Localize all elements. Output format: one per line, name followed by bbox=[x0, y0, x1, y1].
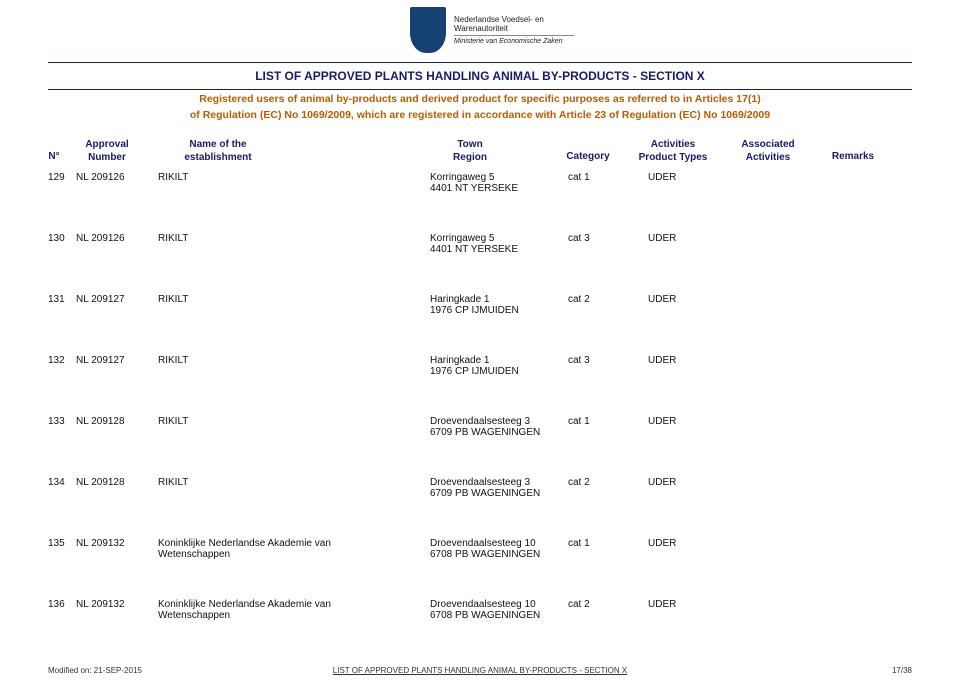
header-associated: Associated Activities bbox=[728, 138, 808, 164]
table-row: 129 NL 209126 RIKILT Korringaweg 54401 NT Y… bbox=[48, 172, 912, 233]
cell-town: Droevendaalsesteeg 106708 PB WAGENINGEN bbox=[430, 538, 560, 560]
cell-n: 131 bbox=[48, 294, 72, 305]
agency-logo: Nederlandse Voedsel- en Warenautoriteit … bbox=[410, 4, 640, 56]
logo-line2: Warenautoriteit bbox=[454, 24, 574, 33]
cell-activity: UDER bbox=[648, 294, 708, 305]
cell-town: Korringaweg 54401 NT YERSEKE bbox=[430, 233, 560, 255]
table-row: 136 NL 209132 Koninklijke Nederlandse Akad… bbox=[48, 599, 912, 660]
cell-category: cat 1 bbox=[568, 416, 618, 427]
logo-line3: Ministerie van Economische Zaken bbox=[454, 38, 574, 45]
cell-category: cat 1 bbox=[568, 172, 618, 183]
table-row: 134 NL 209128 RIKILT Droevendaalsesteeg 367… bbox=[48, 477, 912, 538]
cell-approval: NL 209126 bbox=[76, 172, 146, 183]
cell-activity: UDER bbox=[648, 355, 708, 366]
cell-establishment: Koninklijke Nederlandse Akademie vanWete… bbox=[158, 599, 418, 621]
cell-approval: NL 209127 bbox=[76, 294, 146, 305]
cell-category: cat 3 bbox=[568, 233, 618, 244]
cell-n: 136 bbox=[48, 599, 72, 610]
header-category: Category bbox=[558, 150, 618, 163]
header-activities: Activities Product Types bbox=[628, 138, 718, 164]
cell-approval: NL 209126 bbox=[76, 233, 146, 244]
cell-establishment: RIKILT bbox=[158, 294, 418, 305]
cell-town: Droevendaalsesteeg 36709 PB WAGENINGEN bbox=[430, 416, 560, 438]
cell-town: Droevendaalsesteeg 106708 PB WAGENINGEN bbox=[430, 599, 560, 621]
cell-n: 130 bbox=[48, 233, 72, 244]
shield-icon bbox=[410, 7, 446, 53]
cell-category: cat 2 bbox=[568, 599, 618, 610]
header-establishment: Name of the establishment bbox=[158, 138, 278, 164]
header-remarks: Remarks bbox=[818, 150, 888, 163]
cell-category: cat 2 bbox=[568, 294, 618, 305]
table-row: 131 NL 209127 RIKILT Haringkade 11976 CP IJ… bbox=[48, 294, 912, 355]
cell-establishment: RIKILT bbox=[158, 172, 418, 183]
cell-n: 129 bbox=[48, 172, 72, 183]
cell-approval: NL 209132 bbox=[76, 538, 146, 549]
cell-activity: UDER bbox=[648, 599, 708, 610]
cell-category: cat 2 bbox=[568, 477, 618, 488]
cell-n: 135 bbox=[48, 538, 72, 549]
cell-establishment: RIKILT bbox=[158, 416, 418, 427]
subtitle-line2: of Regulation (EC) No 1069/2009, which a… bbox=[190, 109, 770, 121]
page-subtitle: Registered users of animal by-products a… bbox=[48, 92, 912, 124]
cell-approval: NL 209128 bbox=[76, 416, 146, 427]
footer-center: LIST OF APPROVED PLANTS HANDLING ANIMAL … bbox=[48, 666, 912, 675]
header-approval: Approval Number bbox=[76, 138, 138, 164]
cell-approval: NL 209128 bbox=[76, 477, 146, 488]
cell-activity: UDER bbox=[648, 233, 708, 244]
logo-text: Nederlandse Voedsel- en Warenautoriteit … bbox=[454, 15, 574, 45]
table-row: 135 NL 209132 Koninklijke Nederlandse Akad… bbox=[48, 538, 912, 599]
table-body: 129 NL 209126 RIKILT Korringaweg 54401 NT Y… bbox=[48, 172, 912, 660]
cell-approval: NL 209127 bbox=[76, 355, 146, 366]
logo-line1: Nederlandse Voedsel- en bbox=[454, 15, 574, 24]
cell-town: Haringkade 11976 CP IJMUIDEN bbox=[430, 294, 560, 316]
cell-activity: UDER bbox=[648, 172, 708, 183]
subtitle-line1: Registered users of animal by-products a… bbox=[199, 93, 761, 105]
cell-establishment: RIKILT bbox=[158, 355, 418, 366]
header-n: N° bbox=[44, 150, 64, 163]
footer-page: 17/38 bbox=[892, 666, 912, 675]
cell-establishment: RIKILT bbox=[158, 477, 418, 488]
cell-n: 134 bbox=[48, 477, 72, 488]
header-town: Town Region bbox=[430, 138, 510, 164]
cell-approval: NL 209132 bbox=[76, 599, 146, 610]
table-row: 132 NL 209127 RIKILT Haringkade 11976 CP IJ… bbox=[48, 355, 912, 416]
page-title: LIST OF APPROVED PLANTS HANDLING ANIMAL … bbox=[255, 69, 705, 83]
table-row: 133 NL 209128 RIKILT Droevendaalsesteeg 367… bbox=[48, 416, 912, 477]
cell-activity: UDER bbox=[648, 477, 708, 488]
cell-n: 133 bbox=[48, 416, 72, 427]
cell-activity: UDER bbox=[648, 416, 708, 427]
cell-town: Droevendaalsesteeg 36709 PB WAGENINGEN bbox=[430, 477, 560, 499]
cell-category: cat 3 bbox=[568, 355, 618, 366]
cell-town: Korringaweg 54401 NT YERSEKE bbox=[430, 172, 560, 194]
page-title-band: LIST OF APPROVED PLANTS HANDLING ANIMAL … bbox=[48, 62, 912, 90]
cell-establishment: Koninklijke Nederlandse Akademie vanWete… bbox=[158, 538, 418, 560]
cell-activity: UDER bbox=[648, 538, 708, 549]
table-row: 130 NL 209126 RIKILT Korringaweg 54401 NT Y… bbox=[48, 233, 912, 294]
cell-town: Haringkade 11976 CP IJMUIDEN bbox=[430, 355, 560, 377]
cell-n: 132 bbox=[48, 355, 72, 366]
cell-category: cat 1 bbox=[568, 538, 618, 549]
cell-establishment: RIKILT bbox=[158, 233, 418, 244]
